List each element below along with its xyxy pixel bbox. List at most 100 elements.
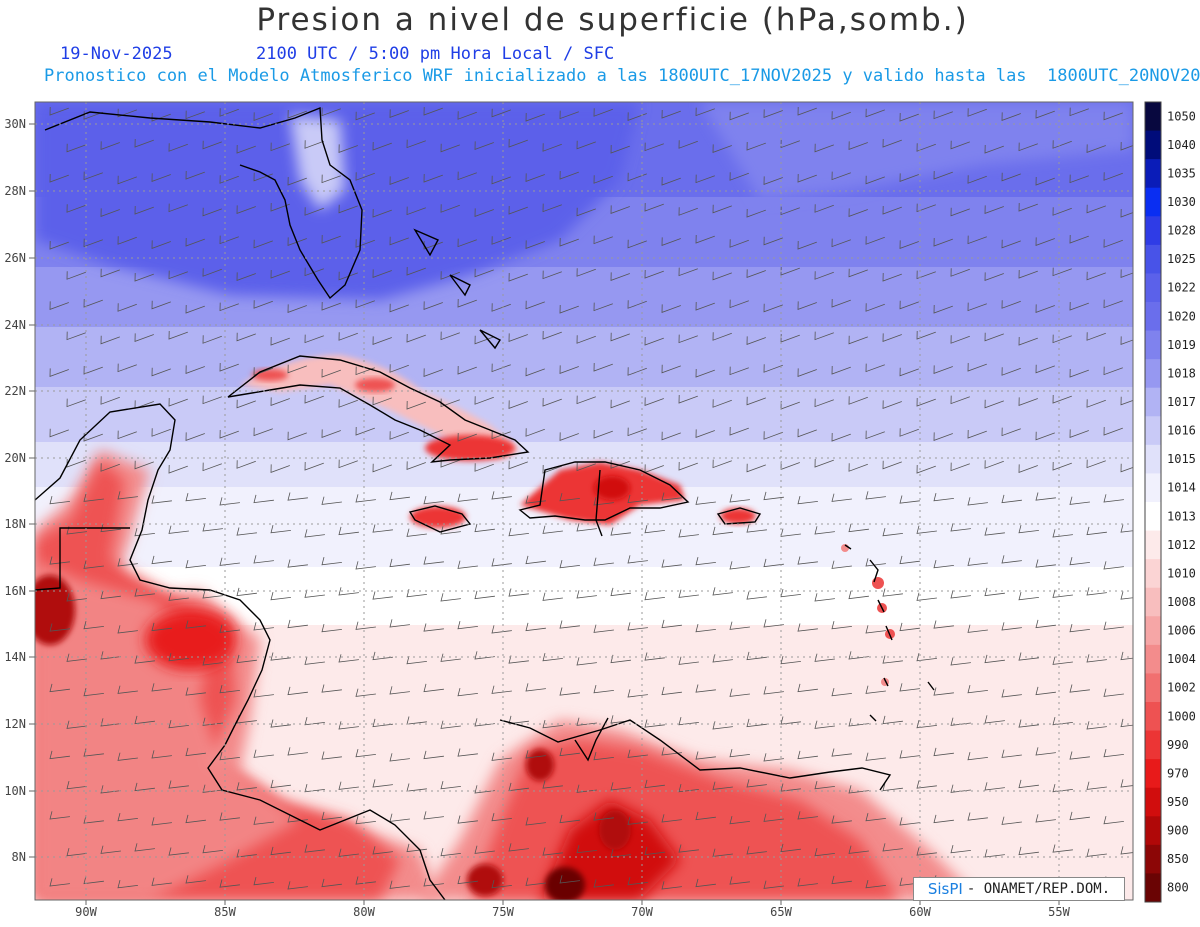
wind-barb (933, 237, 953, 247)
wind-barb (933, 365, 953, 374)
wind-barb (117, 685, 138, 694)
wind-barb (389, 109, 409, 118)
wind-barb (678, 589, 699, 598)
wind-barb (593, 751, 614, 761)
wind-barb (287, 747, 308, 756)
wind-barb (729, 366, 749, 376)
wind-barb (950, 844, 971, 854)
wind-barb (66, 593, 87, 602)
wind-barb (1069, 811, 1090, 821)
forecast-description: Pronostico con el Modelo Atmosferico WRF… (44, 66, 1200, 86)
wind-barb (814, 780, 835, 790)
wind-barb (1035, 747, 1056, 756)
wind-barb (270, 719, 291, 728)
wind-barb (542, 270, 562, 280)
wind-barb (508, 333, 528, 342)
wind-barb (644, 269, 664, 279)
wind-barb (559, 365, 579, 374)
wind-barb (168, 719, 189, 729)
wind-barb (219, 429, 239, 439)
wind-barb (627, 300, 647, 309)
wind-barb (1103, 815, 1124, 825)
wind-barb (270, 591, 291, 601)
wind-barb (933, 559, 954, 569)
wind-barb (219, 557, 240, 566)
wind-barb (202, 462, 222, 472)
wind-barb (338, 332, 358, 341)
wind-barb (1103, 239, 1123, 248)
wind-barb (933, 432, 953, 441)
wind-barb (1120, 141, 1133, 151)
wind-barb (49, 878, 70, 887)
wind-barb (695, 174, 715, 184)
wind-barb (831, 238, 851, 248)
wind-barb (576, 717, 597, 726)
wind-barb (202, 523, 223, 532)
wind-barb (151, 683, 172, 692)
lon-tick-label: 85W (214, 905, 236, 919)
wind-barb (797, 495, 818, 505)
wind-barb (457, 620, 478, 630)
wind-barb (406, 461, 426, 470)
wind-barb (372, 396, 392, 406)
wind-barb (763, 303, 783, 313)
wind-barb (746, 208, 766, 218)
wind-barb (253, 555, 274, 564)
wind-barb (525, 555, 546, 565)
wind-barb (525, 750, 546, 759)
wind-barb (338, 781, 359, 790)
wind-barb (49, 811, 70, 820)
wind-barb (1052, 656, 1073, 665)
wind-barb (117, 175, 137, 185)
wind-barb (576, 395, 596, 405)
wind-barb (763, 364, 783, 373)
wind-barb (1001, 689, 1022, 698)
wind-barb (508, 843, 529, 852)
wind-barb (151, 240, 171, 249)
wind-barb (712, 144, 732, 153)
wind-barb (474, 845, 495, 854)
wind-barb (1120, 208, 1133, 218)
wind-barb (151, 750, 172, 759)
wind-barb (746, 779, 767, 788)
wind-barb (933, 747, 954, 757)
wind-barb (219, 624, 240, 633)
wind-barb (491, 175, 511, 185)
sispi-logo: SisPI (927, 880, 963, 898)
wind-barb (1086, 332, 1106, 341)
wind-barb (746, 336, 766, 345)
wind-barb (1035, 176, 1055, 186)
wind-barb (219, 302, 239, 312)
wind-barb (644, 397, 664, 406)
wind-barb (627, 876, 648, 886)
wind-barb (831, 875, 852, 885)
wind-barb (627, 689, 648, 698)
wind-barb (865, 558, 886, 567)
wind-barb (593, 497, 614, 506)
wind-barb (1001, 494, 1022, 504)
wind-barb (916, 780, 937, 789)
wind-barb (304, 461, 324, 471)
wind-barb (423, 495, 444, 505)
wind-barb (236, 654, 257, 664)
wind-barb (644, 846, 665, 856)
wind-barb (899, 428, 919, 437)
wind-barb (916, 464, 936, 474)
wind-barb (610, 587, 631, 597)
wind-barb (474, 463, 494, 472)
wind-barb (746, 141, 766, 151)
wind-barb (355, 111, 375, 121)
wind-barb (185, 432, 205, 441)
colorbar-label: 1020 (1167, 309, 1196, 323)
wind-barb (151, 555, 172, 565)
wind-barb (304, 394, 324, 404)
wind-barb (491, 812, 512, 822)
wind-barb (610, 399, 630, 409)
wind-barb (1086, 399, 1106, 408)
wind-barb (1018, 464, 1038, 473)
wind-barb (185, 304, 205, 314)
wind-barb (1086, 587, 1107, 596)
colorbar-swatch (1145, 844, 1161, 874)
colorbar-label: 1028 (1167, 224, 1196, 238)
colorbar-swatch (1145, 816, 1161, 846)
